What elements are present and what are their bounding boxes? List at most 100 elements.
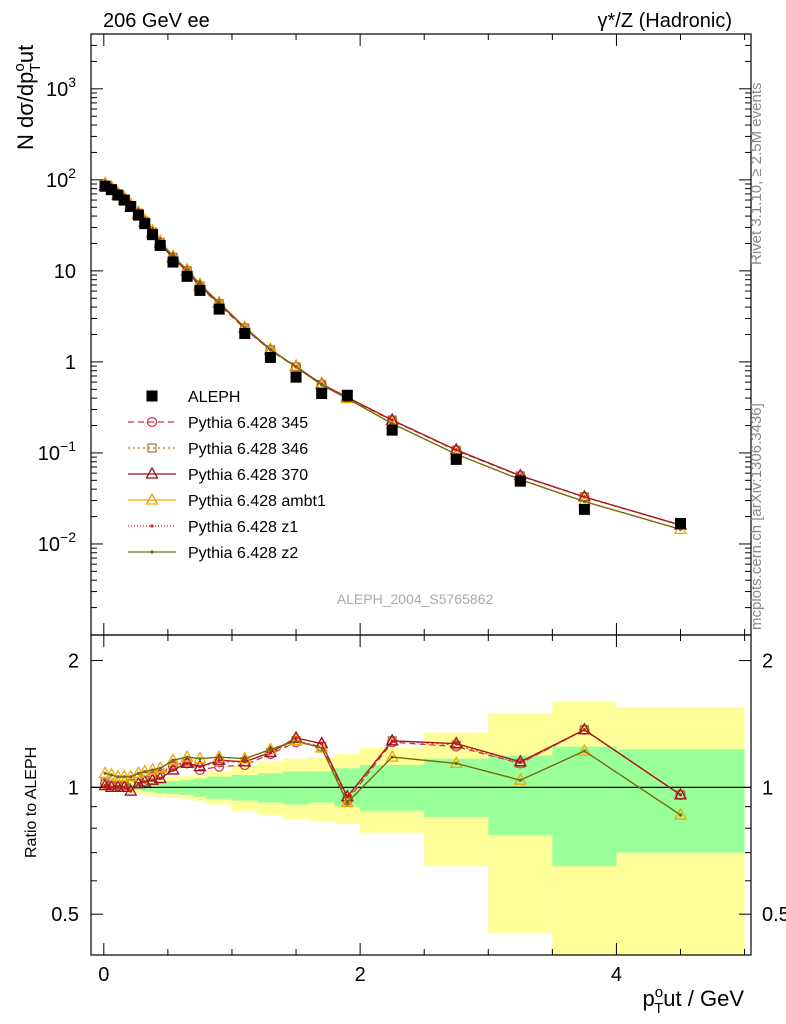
data-point — [212, 752, 226, 765]
data-point — [449, 756, 463, 769]
y-tick-exponent: 3 — [68, 74, 76, 90]
y-tick-label: 102 — [46, 165, 76, 192]
data-point — [158, 766, 162, 770]
data-point — [213, 303, 225, 315]
data-point — [193, 759, 207, 772]
data-point — [143, 770, 147, 774]
data-point — [289, 733, 303, 746]
data-point — [294, 365, 298, 369]
data-point — [122, 785, 126, 789]
data-point — [136, 782, 141, 786]
data-point — [138, 774, 152, 787]
data-point — [198, 765, 202, 769]
y-tick-base: 10 — [46, 170, 68, 192]
data-point — [268, 750, 273, 755]
data-point — [106, 184, 118, 196]
legend-label: Pythia 6.428 z2 — [188, 545, 298, 562]
data-point — [150, 550, 154, 554]
x-label-sup: o — [655, 984, 663, 1001]
data-point — [390, 418, 394, 422]
y-label-tail: ut — [13, 45, 38, 63]
data-point — [145, 466, 159, 479]
data-point — [450, 453, 462, 465]
data-point — [320, 383, 324, 387]
ratio-y-tick-label-right: 2 — [762, 651, 773, 673]
data-point — [136, 771, 141, 775]
data-point — [109, 785, 114, 789]
data-point — [514, 475, 526, 487]
data-point — [513, 754, 527, 767]
data-point — [454, 761, 458, 766]
ratio-line-pythia-6.428-z1 — [104, 729, 681, 798]
data-point — [145, 492, 159, 505]
data-point — [129, 775, 133, 779]
y-label-sup: o — [11, 63, 28, 71]
y-axis-label-main: N dσ/dpoTut — [11, 45, 44, 150]
data-point — [518, 778, 522, 782]
y-tick-exponent: −1 — [60, 438, 76, 454]
data-point — [675, 517, 687, 529]
x-tick-label: 4 — [611, 964, 622, 986]
stat-uncertainty-band — [488, 755, 553, 836]
data-point — [390, 421, 394, 426]
data-point — [264, 351, 276, 363]
data-point — [109, 773, 114, 777]
analysis-id-label: ALEPH_2004_S5765862 — [337, 591, 494, 607]
data-point — [150, 524, 154, 528]
legend-label: Pythia 6.428 345 — [188, 415, 308, 432]
data-point — [147, 229, 159, 241]
data-point — [678, 793, 683, 797]
data-point — [578, 503, 590, 515]
legend-label: Pythia 6.428 z1 — [188, 519, 298, 536]
x-label-sub: T — [654, 1000, 663, 1017]
data-point — [185, 755, 189, 759]
ratio-y-tick-label-left: 2 — [68, 651, 79, 673]
y-tick-base: 10 — [38, 534, 60, 556]
data-point — [449, 736, 463, 749]
data-point — [103, 771, 107, 775]
ratio-y-tick-label-left: 1 — [68, 777, 79, 799]
data-point — [577, 722, 591, 735]
data-point — [171, 768, 175, 772]
ratio-y-tick-label-right: 0.5 — [762, 904, 786, 926]
data-point — [150, 778, 155, 782]
y-label-sub: T — [27, 63, 44, 72]
data-point — [103, 783, 107, 788]
data-point — [193, 751, 207, 764]
ratio-y-tick-label-right: 1 — [762, 777, 773, 799]
y-tick-exponent: −2 — [60, 529, 76, 545]
data-point — [143, 780, 147, 784]
y-tick-label: 103 — [46, 74, 76, 101]
data-point — [582, 728, 586, 732]
data-point — [340, 795, 354, 808]
data-point — [385, 749, 399, 762]
y-tick-label: 1 — [65, 352, 76, 374]
data-point — [158, 776, 162, 781]
data-point — [238, 754, 252, 767]
data-point — [582, 495, 586, 499]
data-point — [673, 787, 688, 800]
y-axis-label-main-text: N dσ/dpoTut — [11, 45, 44, 150]
data-point — [320, 746, 324, 750]
data-point — [129, 789, 133, 793]
data-point — [198, 757, 202, 761]
mcplots-label: mcplots.cern.ch [arXiv:1306.3436] — [748, 403, 765, 630]
legend: ALEPH Pythia 6.428 345 Pythia 6.428 346 Pyt… — [128, 389, 326, 562]
data-point — [167, 256, 179, 268]
data-point — [171, 758, 175, 762]
ratio-frame — [90, 634, 752, 956]
data-point — [577, 743, 591, 756]
data-point — [290, 371, 302, 383]
data-point — [194, 284, 206, 296]
data-point — [390, 739, 394, 743]
ratio-series — [98, 722, 688, 820]
x-tick-label: 0 — [98, 964, 109, 986]
data-point — [239, 328, 251, 340]
legend-label: Pythia 6.428 ambt1 — [188, 493, 326, 510]
y-tick-base: 10 — [46, 79, 68, 101]
data-point — [268, 747, 273, 752]
data-point — [673, 807, 688, 820]
header-right: γ*/Z (Hadronic) — [598, 10, 732, 32]
y-tick-label: 10 — [54, 261, 76, 283]
data-point — [345, 795, 349, 799]
